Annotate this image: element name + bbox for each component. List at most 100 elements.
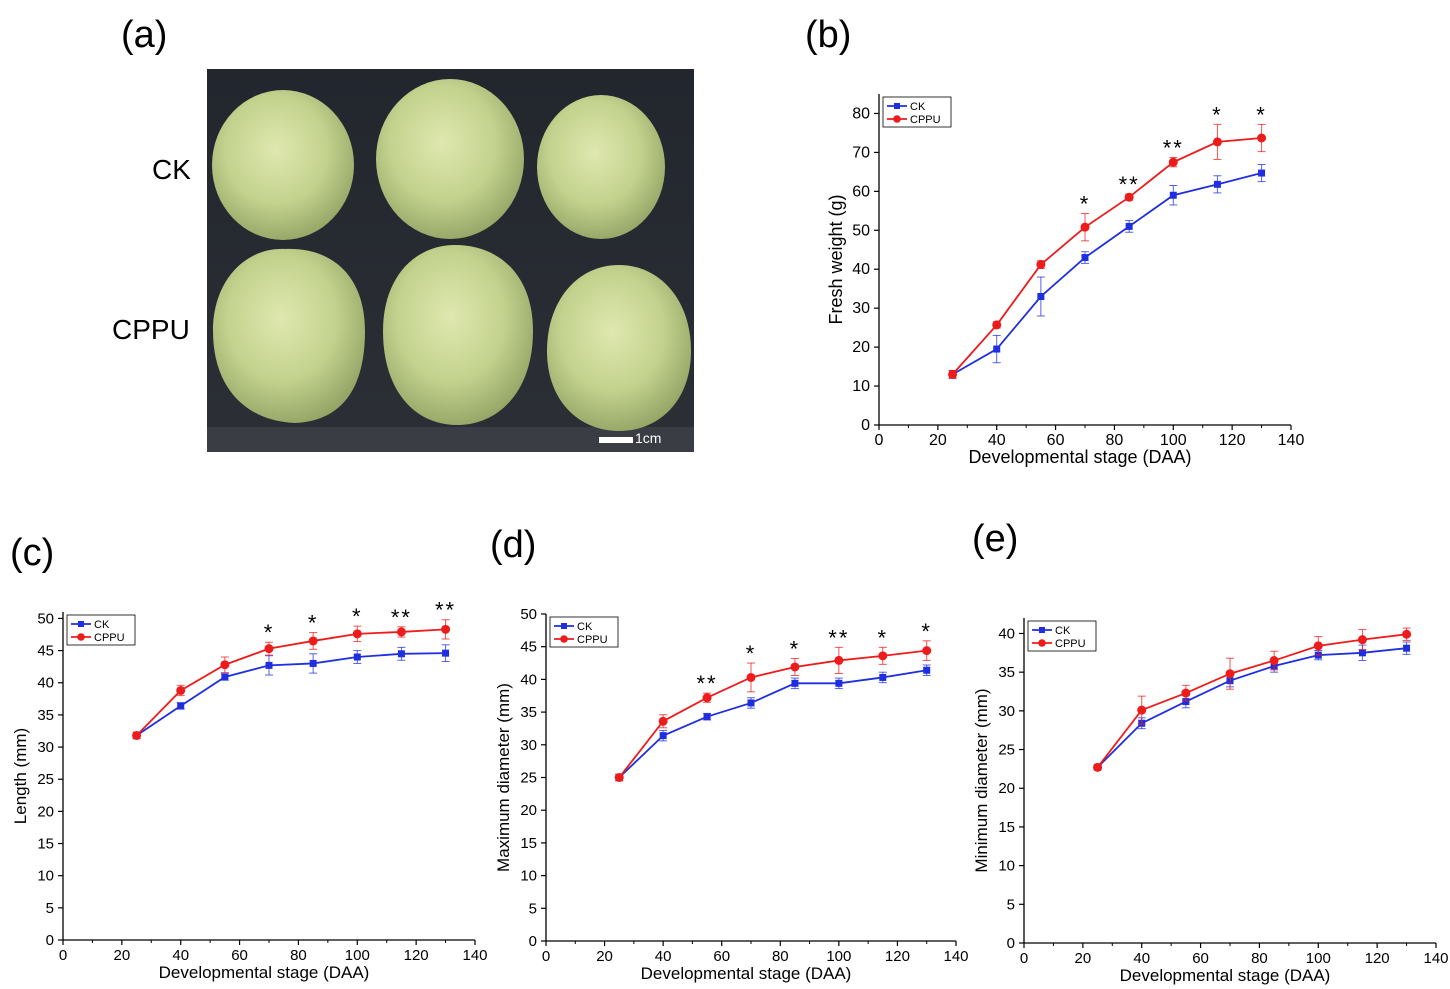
- fruit-cppu-1: [213, 248, 365, 423]
- x-tick-label: 140: [462, 947, 487, 964]
- x-tick-label: 100: [826, 948, 851, 965]
- data-point: [1225, 669, 1235, 679]
- y-tick-label: 20: [998, 780, 1015, 797]
- y-tick-label: 5: [1007, 896, 1015, 913]
- data-point: [1269, 656, 1279, 666]
- legend-label: CK: [94, 619, 110, 631]
- data-point: [397, 650, 405, 658]
- data-point: [133, 731, 141, 739]
- x-tick-label: 140: [1278, 432, 1305, 449]
- data-point: [791, 679, 799, 687]
- data-point: [309, 659, 317, 667]
- data-point: [1080, 222, 1090, 232]
- photo-row-label-cppu: CPPU: [112, 314, 190, 345]
- x-tick-label: 0: [1020, 950, 1028, 967]
- data-point: [747, 699, 755, 707]
- y-tick-label: 60: [852, 183, 870, 200]
- x-tick-label: 60: [713, 948, 730, 965]
- x-tick-label: 0: [59, 947, 67, 964]
- data-point: [878, 651, 888, 661]
- data-point: [948, 369, 958, 379]
- y-tick-label: 20: [37, 803, 54, 820]
- x-tick-label: 40: [1133, 950, 1150, 967]
- data-point: [790, 662, 800, 672]
- legend-label: CPPU: [910, 114, 941, 126]
- y-tick-label: 15: [37, 836, 54, 853]
- x-tick-label: 140: [1423, 950, 1448, 967]
- significance-mark: *: [921, 619, 932, 644]
- x-tick-label: 120: [404, 947, 429, 964]
- x-tick-label: 20: [114, 947, 131, 964]
- series-ck: [1093, 641, 1411, 771]
- x-tick-label: 0: [875, 432, 884, 449]
- y-axis-label: Length (mm): [11, 728, 30, 824]
- significance-mark: **: [435, 598, 456, 623]
- y-tick-label: 10: [852, 378, 870, 395]
- y-tick-label: 40: [520, 671, 537, 688]
- significance-mark: *: [878, 625, 889, 650]
- data-point: [264, 644, 274, 654]
- x-axis-label: Developmental stage (DAA): [641, 964, 852, 983]
- significance-mark: **: [1119, 172, 1140, 197]
- series-line: [951, 137, 1262, 375]
- legend-marker: [78, 621, 84, 627]
- fruit-ck-3: [537, 95, 665, 239]
- legend-box: [882, 96, 952, 128]
- legend-label: CPPU: [577, 634, 608, 646]
- data-point: [441, 624, 451, 634]
- x-tick-label: 20: [1075, 950, 1092, 967]
- y-tick-label: 0: [529, 933, 537, 950]
- x-tick-label: 20: [596, 948, 613, 965]
- data-point: [220, 660, 230, 670]
- significance-mark: *: [746, 641, 757, 666]
- data-point: [879, 673, 887, 681]
- y-tick-label: 45: [37, 643, 54, 660]
- data-point: [265, 661, 273, 669]
- data-point: [1270, 662, 1278, 670]
- y-tick-label: 25: [998, 742, 1015, 759]
- data-point: [922, 646, 932, 656]
- scale-bar-label: 1cm: [635, 430, 662, 446]
- data-point: [703, 713, 711, 721]
- x-tick-label: 60: [231, 947, 248, 964]
- data-point: [1169, 191, 1177, 199]
- series-line: [1096, 633, 1407, 768]
- y-tick-label: 35: [520, 704, 537, 721]
- series-ck: [132, 644, 450, 740]
- data-point: [1168, 157, 1178, 167]
- y-tick-label: 20: [520, 802, 537, 819]
- x-tick-label: 40: [655, 948, 672, 965]
- y-tick-label: 0: [46, 932, 54, 949]
- scale-bar: [599, 437, 633, 443]
- data-point: [658, 716, 668, 726]
- x-tick-label: 120: [1219, 432, 1246, 449]
- x-tick-label: 100: [1160, 432, 1187, 449]
- legend-box: [66, 614, 136, 646]
- data-point: [992, 320, 1002, 330]
- data-point: [1402, 629, 1412, 639]
- data-point: [1357, 635, 1367, 645]
- x-tick-label: 120: [885, 948, 910, 965]
- legend-marker: [1038, 639, 1046, 647]
- significance-mark: *: [790, 636, 801, 661]
- data-point: [396, 627, 406, 637]
- y-axis-label: Fresh weight (g): [826, 194, 846, 324]
- data-point: [1081, 254, 1089, 262]
- significance-mark: *: [352, 604, 363, 629]
- series-line: [135, 628, 446, 737]
- x-tick-label: 120: [1365, 950, 1390, 967]
- data-point: [176, 685, 186, 695]
- x-tick-label: 80: [290, 947, 307, 964]
- fruit-ck-2: [376, 79, 524, 239]
- y-tick-label: 10: [998, 858, 1015, 875]
- fruit-photo: 1cm: [207, 69, 694, 452]
- data-point: [1257, 133, 1267, 143]
- data-point: [835, 679, 843, 687]
- legend-marker: [894, 103, 900, 109]
- legend-box: [1027, 620, 1097, 652]
- data-point: [1226, 677, 1234, 685]
